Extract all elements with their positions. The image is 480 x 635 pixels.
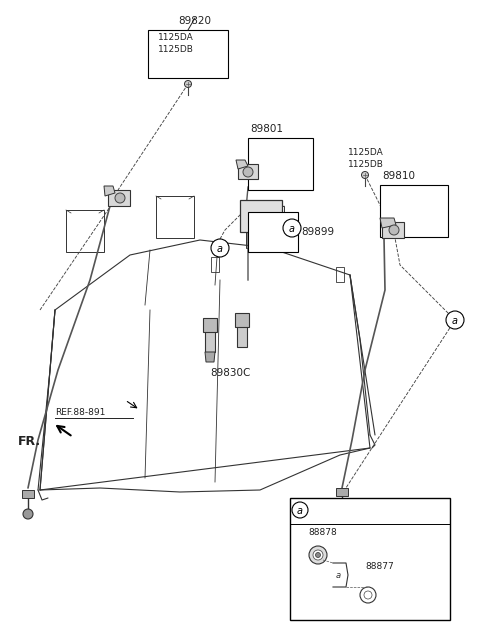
Bar: [380, 185, 448, 237]
Bar: [336, 488, 348, 496]
Polygon shape: [205, 352, 215, 362]
Text: 88878: 88878: [308, 528, 337, 537]
Circle shape: [360, 587, 376, 603]
Circle shape: [315, 552, 321, 558]
Circle shape: [309, 546, 327, 564]
Bar: [203, 318, 217, 332]
Polygon shape: [104, 186, 115, 196]
Bar: [246, 206, 284, 248]
Bar: [211, 257, 219, 272]
Bar: [66, 210, 104, 252]
Bar: [248, 138, 313, 190]
Polygon shape: [236, 160, 248, 169]
Circle shape: [23, 509, 33, 519]
Circle shape: [313, 550, 323, 560]
Circle shape: [243, 167, 253, 177]
Text: 89899: 89899: [301, 227, 334, 237]
Text: FR.: FR.: [18, 435, 41, 448]
Text: 89810: 89810: [382, 171, 415, 181]
Text: 89801: 89801: [250, 124, 283, 134]
Bar: [336, 267, 344, 282]
Bar: [248, 212, 298, 252]
Circle shape: [184, 81, 192, 88]
Circle shape: [115, 193, 125, 203]
Bar: [235, 313, 249, 327]
Circle shape: [361, 171, 369, 178]
Circle shape: [292, 502, 308, 518]
Bar: [238, 164, 258, 179]
Text: 1125DB: 1125DB: [158, 45, 194, 54]
Text: 88877: 88877: [365, 562, 394, 571]
Bar: [290, 498, 450, 620]
Circle shape: [446, 311, 464, 329]
Circle shape: [364, 591, 372, 599]
Bar: [108, 190, 130, 206]
Text: a: a: [297, 505, 303, 516]
Text: a: a: [452, 316, 458, 326]
Text: a: a: [336, 570, 341, 580]
Bar: [148, 30, 228, 78]
Polygon shape: [380, 218, 396, 228]
Text: 89830C: 89830C: [210, 368, 251, 378]
Bar: [237, 325, 247, 347]
Text: 1125DA: 1125DA: [158, 33, 194, 42]
Circle shape: [389, 225, 399, 235]
Circle shape: [337, 507, 347, 517]
Bar: [382, 222, 404, 238]
Text: 1125DB: 1125DB: [348, 160, 384, 169]
Bar: [240, 200, 282, 232]
Circle shape: [283, 219, 301, 237]
Bar: [22, 490, 34, 498]
Text: a: a: [289, 224, 295, 234]
Bar: [205, 330, 215, 352]
Text: REF.88-891: REF.88-891: [55, 408, 106, 417]
Circle shape: [211, 239, 229, 257]
Bar: [156, 196, 194, 238]
Text: a: a: [217, 243, 223, 253]
Text: 1125DA: 1125DA: [348, 148, 384, 157]
Text: 89820: 89820: [179, 16, 212, 26]
